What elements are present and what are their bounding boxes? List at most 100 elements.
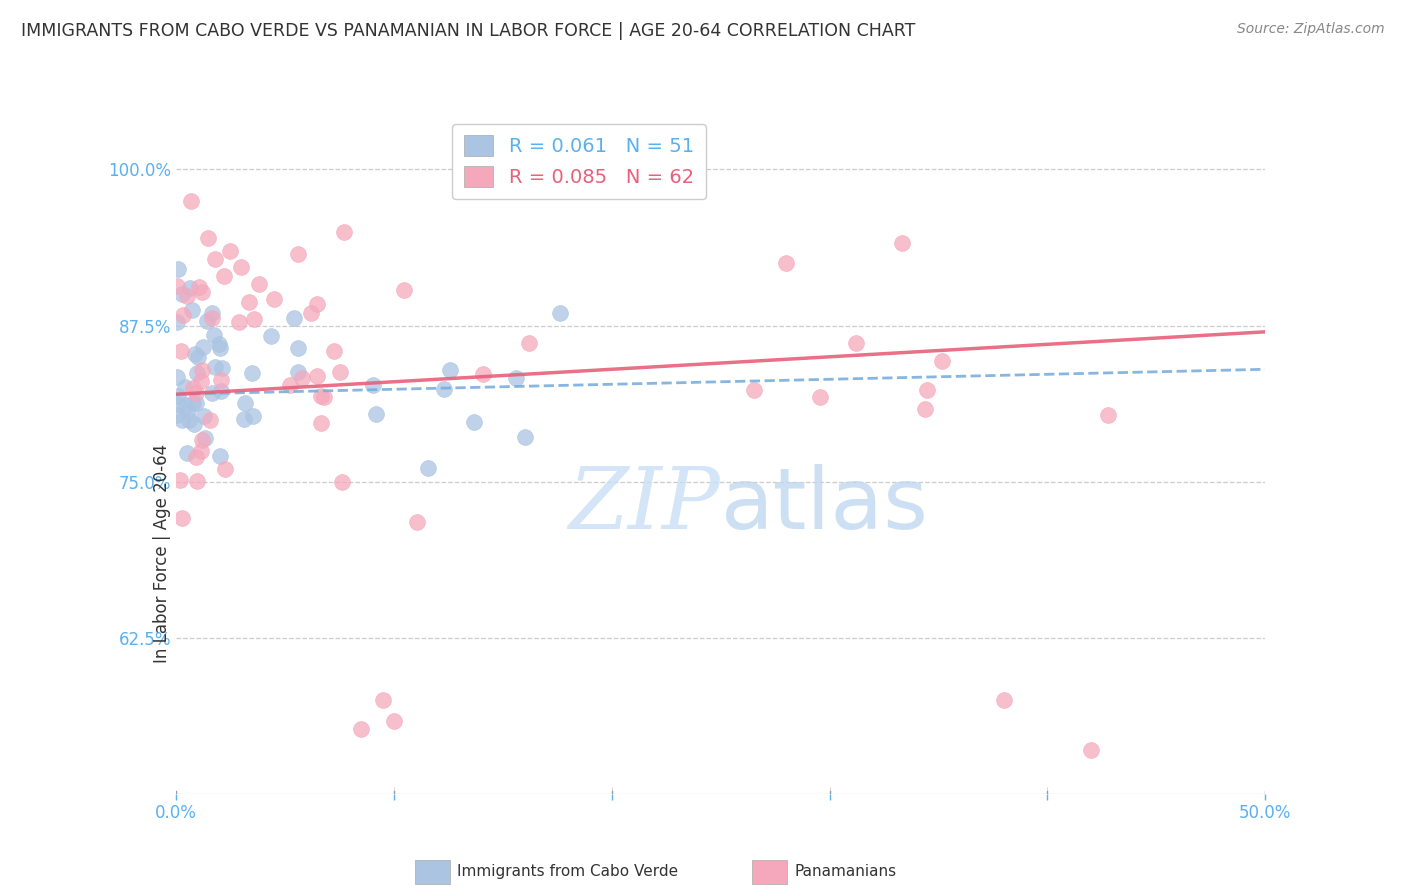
Point xyxy=(238,294,260,309)
Point xyxy=(808,390,831,404)
Point xyxy=(914,402,936,417)
Point xyxy=(287,365,309,379)
Point xyxy=(204,252,226,267)
Point xyxy=(167,389,190,403)
Point xyxy=(197,231,219,245)
Point xyxy=(180,302,202,317)
Point xyxy=(214,462,236,476)
Point xyxy=(181,396,204,410)
Text: Source: ZipAtlas.com: Source: ZipAtlas.com xyxy=(1237,22,1385,37)
Text: Panamanians: Panamanians xyxy=(794,864,897,880)
Point xyxy=(201,385,224,400)
Point xyxy=(240,366,263,380)
Point xyxy=(329,365,352,379)
Point xyxy=(173,398,195,412)
Point xyxy=(260,329,283,343)
Point xyxy=(291,371,314,385)
Point xyxy=(915,383,938,397)
Point xyxy=(170,286,193,301)
Point xyxy=(433,382,456,396)
Point xyxy=(184,347,207,361)
Point xyxy=(179,281,201,295)
Point xyxy=(350,722,373,736)
Point xyxy=(177,413,200,427)
Point xyxy=(184,396,207,410)
Point xyxy=(548,306,571,320)
Point xyxy=(283,310,305,325)
Point xyxy=(181,381,204,395)
Point xyxy=(193,409,215,423)
Point xyxy=(309,389,332,403)
Text: ZIP: ZIP xyxy=(568,464,721,547)
Legend: R = 0.061   N = 51, R = 0.085   N = 62: R = 0.061 N = 51, R = 0.085 N = 62 xyxy=(453,124,706,199)
Bar xyxy=(752,860,787,884)
Point xyxy=(314,390,336,404)
Point xyxy=(186,366,208,380)
Point xyxy=(174,380,197,394)
Point xyxy=(167,397,190,411)
Point xyxy=(931,353,953,368)
Point xyxy=(517,336,540,351)
Point xyxy=(201,306,224,320)
Point xyxy=(176,445,198,459)
Point xyxy=(166,408,188,422)
Point xyxy=(219,244,242,258)
Point xyxy=(287,247,309,261)
Point xyxy=(505,371,527,385)
Point xyxy=(228,315,250,329)
Point xyxy=(305,368,328,383)
Point xyxy=(186,475,208,489)
Point xyxy=(1097,408,1119,422)
Point xyxy=(166,279,188,293)
Point xyxy=(278,378,301,392)
Point xyxy=(194,431,217,445)
Bar xyxy=(415,860,450,884)
Point xyxy=(287,341,309,355)
Point xyxy=(170,511,193,525)
Point xyxy=(263,293,285,307)
Point xyxy=(364,407,387,421)
Point xyxy=(186,450,208,464)
Point xyxy=(993,693,1015,707)
Point xyxy=(309,417,332,431)
Point xyxy=(191,285,214,299)
Point xyxy=(188,280,211,294)
Point xyxy=(209,372,232,386)
Point xyxy=(204,360,226,375)
Point xyxy=(191,340,214,354)
Point xyxy=(191,362,214,376)
Point xyxy=(166,315,188,329)
Point xyxy=(202,328,225,343)
Point xyxy=(169,473,191,487)
Text: IMMIGRANTS FROM CABO VERDE VS PANAMANIAN IN LABOR FORCE | AGE 20-64 CORRELATION : IMMIGRANTS FROM CABO VERDE VS PANAMANIAN… xyxy=(21,22,915,40)
Point xyxy=(471,367,494,381)
Point xyxy=(212,268,235,283)
Point xyxy=(170,343,193,358)
Point xyxy=(1080,743,1102,757)
Point xyxy=(180,194,202,208)
Point xyxy=(208,449,231,463)
Point xyxy=(172,309,194,323)
Point xyxy=(307,297,329,311)
Point xyxy=(371,693,394,707)
Point xyxy=(166,370,188,384)
Point xyxy=(243,311,266,326)
Point xyxy=(195,314,218,328)
Point xyxy=(201,310,224,325)
Point xyxy=(172,413,194,427)
Point xyxy=(845,336,868,351)
Point xyxy=(333,225,356,239)
Point xyxy=(361,377,384,392)
Point xyxy=(418,461,440,475)
Point xyxy=(392,283,415,297)
Point xyxy=(775,256,797,270)
Point xyxy=(211,360,233,375)
Point xyxy=(233,395,256,409)
Point xyxy=(184,385,207,400)
Point xyxy=(183,417,205,431)
Point xyxy=(190,374,212,388)
Point xyxy=(742,383,765,397)
Point xyxy=(177,403,200,417)
Point xyxy=(209,341,232,355)
Point xyxy=(406,515,429,529)
